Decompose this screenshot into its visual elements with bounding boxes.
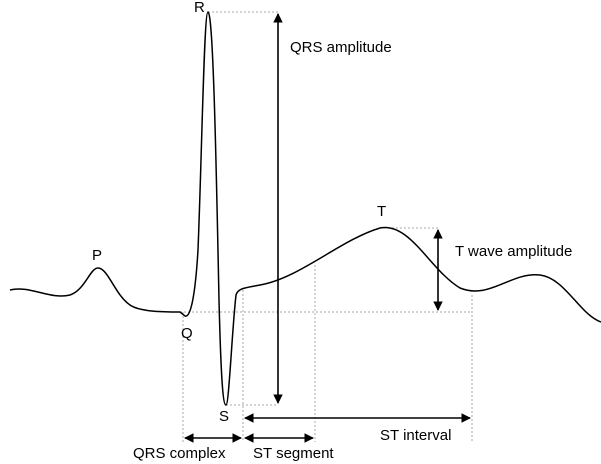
label-s: S — [219, 408, 229, 425]
ecg-waveform — [9, 11, 601, 406]
label-p: P — [92, 247, 102, 264]
label-qrs-amplitude: QRS amplitude — [290, 39, 392, 56]
label-t-wave-amplitude: T wave amplitude — [455, 243, 572, 260]
guides — [180, 11, 473, 442]
label-q: Q — [181, 325, 193, 342]
label-st-interval: ST interval — [380, 427, 451, 444]
dashed-guides — [180, 11, 473, 442]
label-qrs-complex: QRS complex — [133, 445, 226, 462]
label-t: T — [377, 203, 386, 220]
label-st-segment: ST segment — [253, 445, 334, 462]
label-r: R — [194, 0, 205, 16]
